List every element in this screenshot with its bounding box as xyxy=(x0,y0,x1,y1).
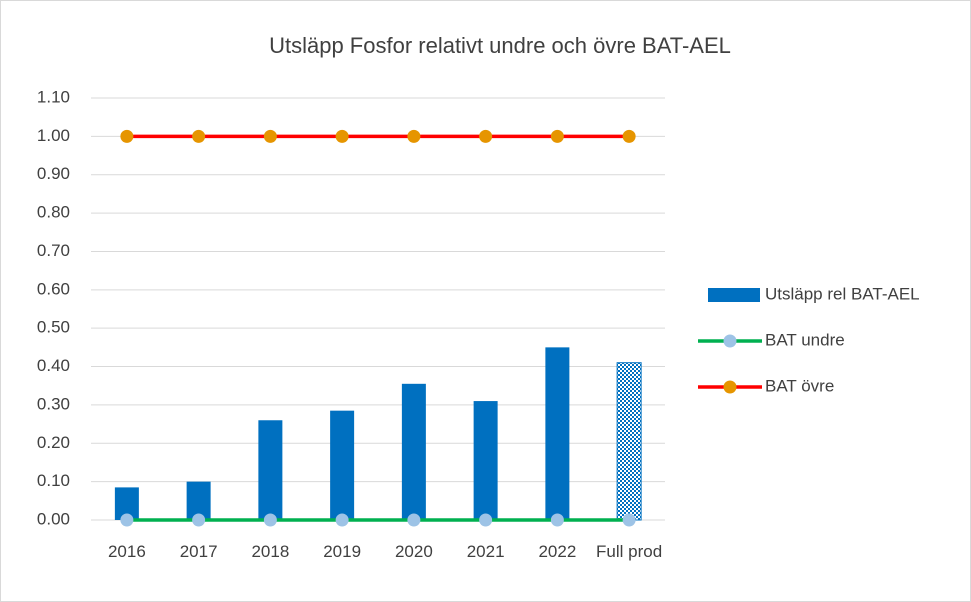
marker xyxy=(479,513,493,527)
x-tick-label-box: 2016 xyxy=(107,542,146,561)
x-tick-label: 2016 xyxy=(107,542,146,561)
marker xyxy=(192,513,206,527)
x-tick-label: Full prod xyxy=(596,542,663,561)
x-tick-label: 2018 xyxy=(251,542,290,561)
y-tick-label: 0.00 xyxy=(37,509,70,528)
marker xyxy=(192,129,206,143)
legend-marker xyxy=(723,380,737,394)
legend-label: Utsläpp rel BAT-AEL xyxy=(765,284,920,303)
x-tick-label: 2022 xyxy=(538,542,577,561)
marker xyxy=(622,513,636,527)
x-tick-label-box: 2021 xyxy=(466,542,505,561)
marker xyxy=(479,129,493,143)
y-tick-label: 0.90 xyxy=(37,164,70,183)
marker xyxy=(335,129,349,143)
x-tick-label: 2017 xyxy=(179,542,218,561)
y-tick-label: 0.50 xyxy=(37,318,70,337)
bar xyxy=(258,420,283,520)
x-tick-label-box: 2018 xyxy=(251,542,290,561)
x-tick-label-box: 2022 xyxy=(538,542,577,561)
bar xyxy=(545,347,570,520)
marker xyxy=(550,513,564,527)
bar xyxy=(401,383,426,520)
marker xyxy=(550,129,564,143)
marker xyxy=(622,129,636,143)
y-tick-label: 1.10 xyxy=(37,87,70,106)
y-tick-label: 0.10 xyxy=(37,471,70,490)
marker xyxy=(263,513,277,527)
bar xyxy=(473,401,498,520)
legend-swatch xyxy=(708,288,760,302)
legend-label: BAT övre xyxy=(765,376,834,395)
y-tick-label: 0.60 xyxy=(37,279,70,298)
bar xyxy=(330,410,355,520)
x-tick-label-box: 2019 xyxy=(323,542,362,561)
y-tick-label: 0.70 xyxy=(37,241,70,260)
x-tick-label: 2020 xyxy=(394,542,433,561)
marker xyxy=(407,513,421,527)
x-tick-label-box: Full prod xyxy=(596,542,663,561)
y-tick-label: 0.30 xyxy=(37,394,70,413)
y-tick-label: 0.80 xyxy=(37,203,70,222)
y-tick-label: 1.00 xyxy=(37,126,70,145)
x-tick-label: 2019 xyxy=(323,542,362,561)
bar xyxy=(616,362,642,521)
marker xyxy=(263,129,277,143)
y-tick-label: 0.20 xyxy=(37,433,70,452)
chart-title: Utsläpp Fosfor relativt undre och övre B… xyxy=(269,33,731,58)
x-tick-label-box: 2017 xyxy=(179,542,218,561)
legend-label: BAT undre xyxy=(765,330,845,349)
marker xyxy=(120,129,134,143)
y-tick-label: 0.40 xyxy=(37,356,70,375)
legend-marker xyxy=(723,334,737,348)
marker xyxy=(120,513,134,527)
x-tick-label-box: 2020 xyxy=(394,542,433,561)
marker xyxy=(335,513,349,527)
marker xyxy=(407,129,421,143)
x-tick-label: 2021 xyxy=(466,542,505,561)
